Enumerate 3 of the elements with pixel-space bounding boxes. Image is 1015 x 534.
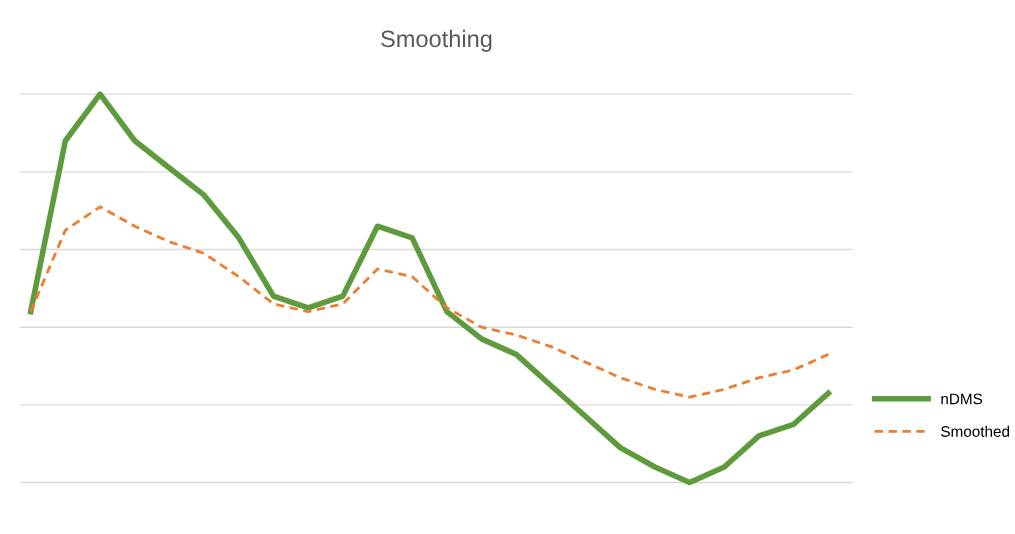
legend-label: Smoothed xyxy=(941,425,1010,437)
legend-label: nDMS xyxy=(941,393,983,405)
chart-title: Smoothing xyxy=(381,29,492,52)
